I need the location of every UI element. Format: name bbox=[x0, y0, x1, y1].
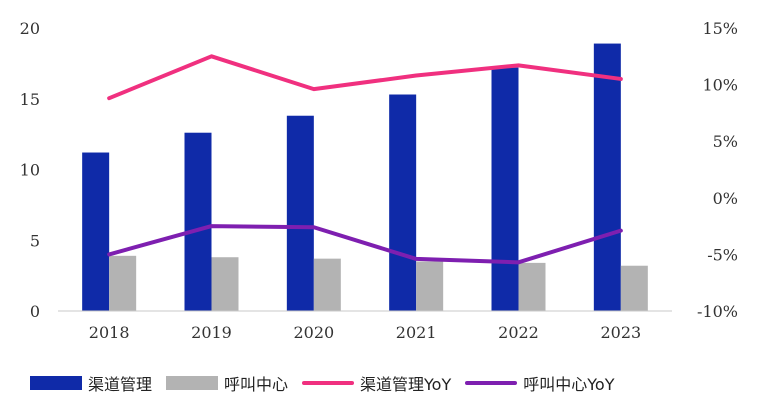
legend: 渠道管理 呼叫中心 渠道管理YoY 呼叫中心YoY bbox=[30, 368, 750, 398]
y2-tick-label: -10% bbox=[697, 302, 738, 321]
legend-item-call-center: 呼叫中心 bbox=[166, 371, 288, 395]
bar-channel-mgmt-2021 bbox=[389, 94, 417, 311]
legend-label-channel-mgmt-yoy: 渠道管理YoY bbox=[360, 375, 452, 394]
bar-call-center-2019 bbox=[211, 257, 239, 311]
legend-swatch-channel-mgmt bbox=[30, 376, 82, 390]
bar-call-center-2023 bbox=[620, 265, 648, 311]
y-tick-label: 5 bbox=[30, 231, 40, 250]
legend-swatch-call-center-yoy bbox=[465, 381, 518, 385]
legend-swatch-channel-mgmt-yoy bbox=[302, 381, 355, 385]
y2-tick-label: 0% bbox=[713, 189, 738, 208]
bar-call-center-2018 bbox=[109, 255, 137, 311]
y-tick-label: 0 bbox=[30, 302, 40, 321]
x-tick-label: 2022 bbox=[498, 323, 539, 342]
bar-channel-mgmt-2019 bbox=[184, 132, 212, 311]
x-tick-label: 2020 bbox=[293, 323, 334, 342]
line-channel-mgmt-yoy bbox=[107, 54, 623, 101]
y2-tick-label: 10% bbox=[702, 76, 738, 95]
y-tick-label: 10 bbox=[20, 161, 40, 180]
legend-label-channel-mgmt: 渠道管理 bbox=[88, 375, 153, 394]
legend-swatch-call-center bbox=[166, 376, 219, 390]
bar-channel-mgmt-2023 bbox=[593, 43, 621, 311]
x-tick-label: 2023 bbox=[600, 323, 641, 342]
legend-label-call-center: 呼叫中心 bbox=[224, 375, 289, 394]
line-call-center-yoy bbox=[107, 224, 623, 265]
y2-tick-label: -5% bbox=[707, 245, 738, 264]
x-tick-label: 2021 bbox=[396, 323, 437, 342]
y2-tick-label: 5% bbox=[713, 132, 738, 151]
line-layer bbox=[107, 54, 623, 265]
legend-item-call-center-yoy: 呼叫中心YoY bbox=[465, 371, 614, 395]
y-axis-right: -10% -5% 0% 5% 10% 15% bbox=[697, 19, 738, 321]
x-tick-label: 2019 bbox=[191, 323, 232, 342]
y-tick-label: 15 bbox=[20, 90, 40, 109]
y-axis-left: 0 5 10 15 20 bbox=[20, 19, 40, 321]
legend-label-call-center-yoy: 呼叫中心YoY bbox=[523, 375, 615, 394]
bar-channel-mgmt-2022 bbox=[491, 67, 519, 312]
bar-call-center-2021 bbox=[416, 261, 444, 311]
x-tick-label: 2018 bbox=[89, 323, 130, 342]
legend-item-channel-mgmt: 渠道管理 bbox=[30, 371, 152, 395]
bar-call-center-2022 bbox=[518, 262, 546, 311]
legend-item-channel-mgmt-yoy: 渠道管理YoY bbox=[302, 371, 451, 395]
y2-tick-label: 15% bbox=[702, 19, 738, 38]
bar-call-center-2020 bbox=[313, 258, 341, 311]
x-axis-labels: 2018 2019 2020 2021 2022 2023 bbox=[89, 323, 641, 342]
bar-channel-mgmt-2020 bbox=[286, 115, 314, 311]
bar-channel-mgmt-2018 bbox=[82, 152, 110, 311]
bar-layer bbox=[82, 43, 648, 312]
y-tick-label: 20 bbox=[20, 19, 40, 38]
